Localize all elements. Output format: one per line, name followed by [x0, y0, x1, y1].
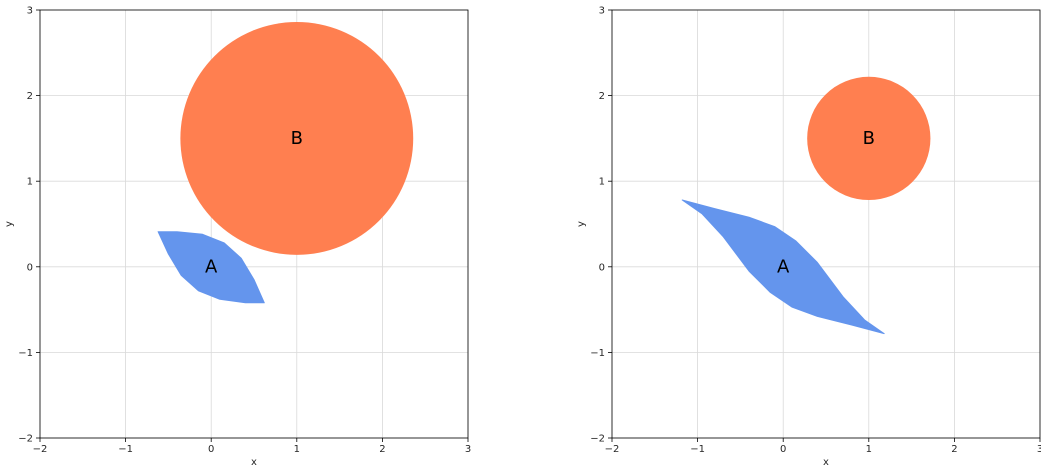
y-tick-label: 1 [27, 177, 33, 188]
shape-b-label: B [291, 128, 303, 149]
y-axis-label: y [576, 221, 587, 227]
x-tick-label: −1 [118, 444, 133, 455]
chart-panel-left: A B −2 −1 0 1 2 3 −2 −1 0 1 2 3 x y [4, 6, 471, 466]
x-axis-label: x [823, 457, 829, 466]
shape-a-lens [681, 199, 885, 335]
y-tick-label: 3 [599, 6, 605, 17]
x-tick-label: 0 [780, 444, 786, 455]
x-tick-label: 3 [1037, 444, 1041, 455]
y-tick-label: 3 [27, 6, 33, 17]
y-tick-label: −1 [590, 348, 605, 359]
y-tick-label: 2 [599, 91, 605, 102]
x-tick-label: 1 [294, 444, 300, 455]
x-tick-label: 0 [208, 444, 214, 455]
plot-frame [611, 9, 1041, 439]
x-tick-label: 2 [951, 444, 957, 455]
x-tick-label: 2 [379, 444, 385, 455]
x-tick-label: −2 [605, 444, 620, 455]
y-tick-label: −2 [18, 434, 33, 445]
plot-frame [39, 9, 469, 439]
y-tick-label: −2 [590, 434, 605, 445]
shape-a-label: A [205, 256, 218, 277]
y-tick-label: −1 [18, 348, 33, 359]
y-axis-label: y [4, 221, 15, 227]
y-tick-label: 1 [599, 177, 605, 188]
y-tick-label: 0 [27, 262, 33, 273]
shape-b-circle [807, 76, 931, 201]
x-tick-label: 3 [465, 444, 471, 455]
x-tick-label: −2 [33, 444, 48, 455]
x-axis-label: x [251, 457, 257, 466]
y-tick-label: 2 [27, 91, 33, 102]
chart-panel-right: A B −2 −1 0 1 2 3 −2 −1 0 1 2 3 x y [576, 6, 1041, 466]
shape-b-circle [180, 21, 414, 255]
shape-b-label: B [863, 128, 875, 149]
y-tick-label: 0 [599, 262, 605, 273]
shape-a-lens [157, 231, 265, 304]
shape-a-label: A [777, 256, 790, 277]
x-tick-label: 1 [866, 444, 872, 455]
x-tick-label: −1 [690, 444, 705, 455]
